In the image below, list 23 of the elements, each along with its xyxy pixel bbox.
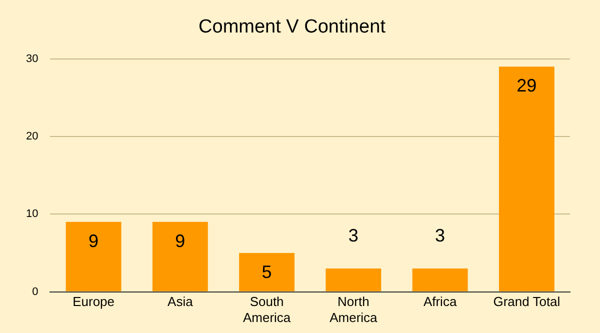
bar	[498, 66, 554, 292]
y-tick-label: 20	[26, 130, 38, 142]
x-tick-label: North America	[330, 294, 378, 325]
data-label: 9	[88, 230, 99, 251]
x-tick-label: Europe	[72, 294, 115, 310]
data-label: 3	[348, 225, 358, 246]
x-tick-label: Africa	[423, 294, 458, 310]
y-tick-label: 10	[26, 208, 38, 220]
x-tick-label: Asia	[168, 294, 194, 310]
chart-title: Comment V Continent	[198, 16, 386, 38]
x-tick-label: South America	[242, 294, 292, 325]
x-tick-label: Grand Total	[493, 294, 560, 310]
bar	[326, 268, 382, 292]
bar	[412, 268, 468, 292]
data-label: 9	[175, 230, 186, 251]
bar	[152, 222, 208, 292]
bar	[239, 252, 295, 292]
data-label: 29	[516, 76, 537, 96]
data-label: 5	[262, 262, 272, 282]
y-tick-label: 30	[26, 52, 38, 65]
y-tick-label: 0	[32, 286, 38, 298]
data-label: 3	[435, 225, 446, 246]
bar	[66, 222, 122, 292]
